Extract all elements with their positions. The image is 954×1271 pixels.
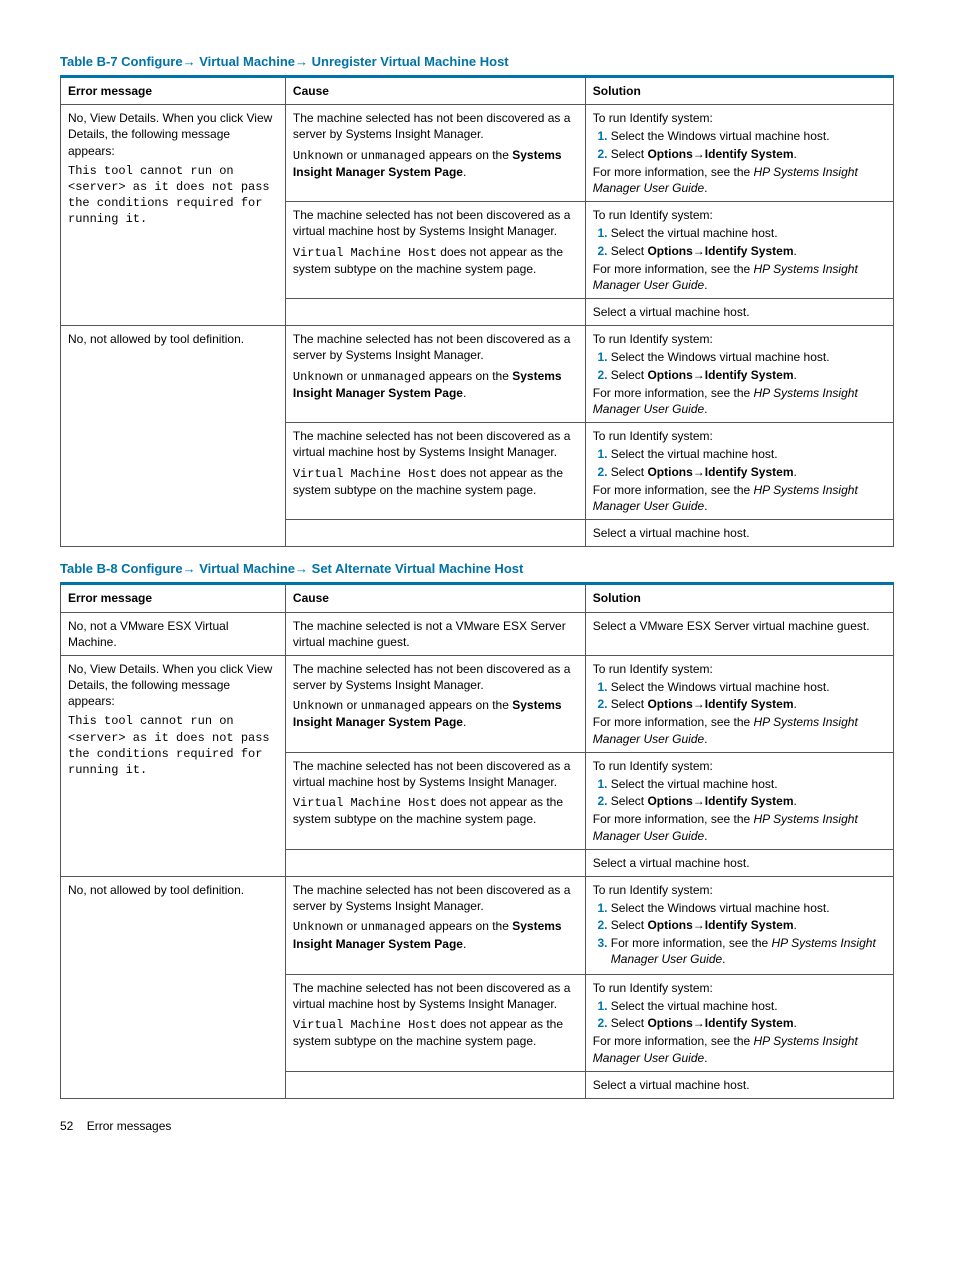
- table-row: No, View Details. When you click View De…: [61, 105, 894, 202]
- cell-solution: To run Identify system: Select the virtu…: [585, 752, 893, 849]
- th-error: Error message: [61, 584, 286, 612]
- cell-cause: [285, 1071, 585, 1098]
- cell-cause: The machine selected has not been discov…: [285, 105, 585, 202]
- cell-solution: To run Identify system: Select the virtu…: [585, 202, 893, 299]
- cell-cause: The machine selected has not been discov…: [285, 752, 585, 849]
- cell-solution: Select a virtual machine host.: [585, 299, 893, 326]
- cell-cause: The machine selected is not a VMware ESX…: [285, 612, 585, 655]
- cell-solution: Select a virtual machine host.: [585, 1071, 893, 1098]
- cell-error: No, not allowed by tool definition.: [61, 876, 286, 1098]
- cell-error: No, not allowed by tool definition.: [61, 326, 286, 547]
- th-cause: Cause: [285, 584, 585, 612]
- cell-cause: The machine selected has not been discov…: [285, 655, 585, 752]
- table-row: No, View Details. When you click View De…: [61, 655, 894, 752]
- cell-solution: To run Identify system: Select the virtu…: [585, 974, 893, 1071]
- cell-cause: [285, 849, 585, 876]
- page-number: 52: [60, 1119, 73, 1133]
- cell-solution: To run Identify system: Select the Windo…: [585, 105, 893, 202]
- cell-solution: To run Identify system: Select the Windo…: [585, 326, 893, 423]
- cell-cause: The machine selected has not been discov…: [285, 202, 585, 299]
- cell-error: No, View Details. When you click View De…: [61, 655, 286, 876]
- table-row: No, not a VMware ESX Virtual Machine. Th…: [61, 612, 894, 655]
- cell-solution: Select a virtual machine host.: [585, 849, 893, 876]
- th-solution: Solution: [585, 584, 893, 612]
- cell-error: No, not a VMware ESX Virtual Machine.: [61, 612, 286, 655]
- cell-cause: The machine selected has not been discov…: [285, 326, 585, 423]
- cell-cause: [285, 299, 585, 326]
- table-b7-caption: Table B-7 Configure→ Virtual Machine→ Un…: [60, 54, 894, 69]
- cell-solution: To run Identify system: Select the Windo…: [585, 655, 893, 752]
- cell-cause: The machine selected has not been discov…: [285, 876, 585, 974]
- table-b8: Error message Cause Solution No, not a V…: [60, 582, 894, 1099]
- th-error: Error message: [61, 77, 286, 105]
- th-cause: Cause: [285, 77, 585, 105]
- table-row: No, not allowed by tool definition. The …: [61, 876, 894, 974]
- section-title: Error messages: [87, 1119, 172, 1133]
- cell-cause: The machine selected has not been discov…: [285, 974, 585, 1071]
- cell-solution: To run Identify system: Select the virtu…: [585, 423, 893, 520]
- cell-cause: The machine selected has not been discov…: [285, 423, 585, 520]
- table-b8-caption: Table B-8 Configure→ Virtual Machine→ Se…: [60, 561, 894, 576]
- th-solution: Solution: [585, 77, 893, 105]
- table-b7: Error message Cause Solution No, View De…: [60, 75, 894, 547]
- cell-cause: [285, 520, 585, 547]
- cell-solution: To run Identify system: Select the Windo…: [585, 876, 893, 974]
- page-footer: 52 Error messages: [60, 1119, 894, 1133]
- cell-solution: Select a VMware ESX Server virtual machi…: [585, 612, 893, 655]
- cell-error: No, View Details. When you click View De…: [61, 105, 286, 326]
- table-row: No, not allowed by tool definition. The …: [61, 326, 894, 423]
- cell-solution: Select a virtual machine host.: [585, 520, 893, 547]
